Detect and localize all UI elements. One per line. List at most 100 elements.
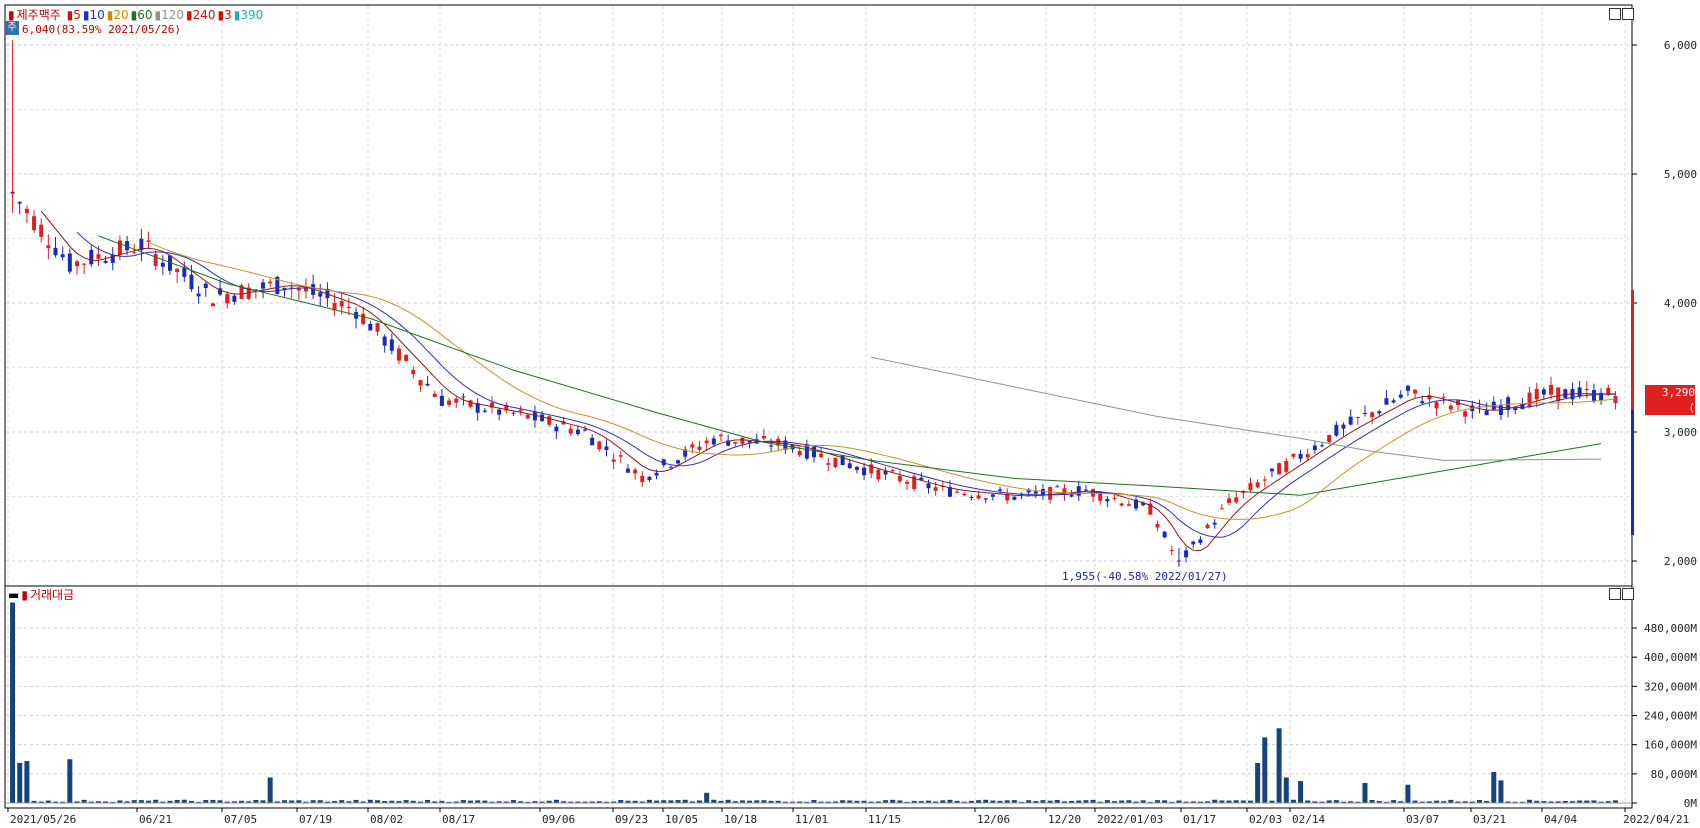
volume-bar <box>568 801 574 803</box>
candle-body <box>160 262 165 267</box>
volume-tick-label: 240,000M <box>1644 710 1697 723</box>
candle-body <box>1169 549 1174 551</box>
volume-bar <box>367 799 373 803</box>
candle-body <box>583 429 588 431</box>
volume-bar <box>532 801 538 803</box>
close-icon[interactable] <box>1622 8 1634 20</box>
volume-bar <box>432 801 438 803</box>
volume-bar <box>575 801 581 803</box>
volume-bar <box>797 801 803 803</box>
volume-bar <box>167 800 173 803</box>
candle-body <box>747 440 752 443</box>
candle-body <box>733 441 738 444</box>
candle-body <box>346 306 351 309</box>
volume-bar <box>618 800 624 803</box>
ma-legend-390: ▮390 <box>233 8 264 22</box>
volume-restore-icon[interactable] <box>1609 588 1621 600</box>
volume-bar <box>1541 801 1547 803</box>
candle-body <box>1134 499 1138 509</box>
candle-body <box>218 288 223 295</box>
volume-marker-icon: ▬ <box>8 588 20 602</box>
volume-bar <box>811 799 817 803</box>
candle-body <box>1055 486 1060 488</box>
volume-bar <box>1212 799 1218 803</box>
volume-close-icon[interactable] <box>1622 588 1634 600</box>
candle-body <box>1291 453 1296 457</box>
stock-type-icon[interactable]: 주 <box>5 21 19 35</box>
candle-body <box>425 383 430 386</box>
volume-bar <box>1219 800 1225 803</box>
x-tick-label: 07/19 <box>299 813 332 826</box>
candle-body <box>82 263 87 265</box>
x-tick-label: 2022/01/03 <box>1097 813 1163 826</box>
volume-bar <box>131 800 137 803</box>
volume-bar <box>446 801 452 803</box>
candle-body <box>998 489 1003 491</box>
candle-body <box>1541 389 1546 395</box>
volume-bar <box>1255 762 1261 803</box>
volume-bar <box>1190 801 1196 803</box>
volume-bar <box>861 800 867 803</box>
candle-body <box>139 238 144 251</box>
candle-body <box>1556 387 1561 402</box>
volume-bar <box>246 801 252 803</box>
volume-legend-marker-icon: ▮ <box>21 588 28 602</box>
restore-icon[interactable] <box>1609 8 1621 20</box>
volume-bar <box>1090 799 1096 803</box>
volume-bar <box>1412 800 1418 803</box>
candle-body <box>1083 489 1088 491</box>
candle-body <box>375 323 380 332</box>
candle-body <box>1191 541 1196 545</box>
volume-bar <box>925 800 931 803</box>
candle-body <box>547 416 552 425</box>
volume-bar <box>17 762 23 803</box>
volume-bar <box>110 801 116 803</box>
volume-bar <box>267 777 273 803</box>
volume-bar <box>1290 799 1296 803</box>
volume-bar <box>804 801 810 803</box>
volume-bar <box>1197 801 1203 803</box>
volume-bar <box>1341 801 1347 803</box>
candle-body <box>1327 434 1332 443</box>
candle-body <box>1549 384 1554 395</box>
candle-body <box>890 470 895 472</box>
volume-bar <box>417 801 423 803</box>
volume-bar <box>1448 799 1454 803</box>
max-price-note: 6,040(83.59% 2021/05/26) <box>22 23 181 36</box>
volume-tick-label: 480,000M <box>1644 622 1697 635</box>
candle-body <box>361 313 366 324</box>
volume-bar <box>918 801 924 803</box>
candle-body <box>697 446 702 450</box>
candle-body <box>776 438 781 446</box>
volume-bar <box>1119 800 1125 803</box>
candle-body <box>275 276 280 294</box>
volume-bar <box>81 799 87 803</box>
volume-bar <box>1133 801 1139 803</box>
volume-bar <box>553 799 559 803</box>
candle-body <box>1420 401 1425 404</box>
volume-bar <box>153 799 159 803</box>
candle-body <box>74 261 79 267</box>
candle-body <box>1391 400 1396 403</box>
volume-bar <box>1004 800 1010 803</box>
candle-body <box>625 468 630 473</box>
volume-bar <box>1097 801 1103 803</box>
candle-body <box>1305 454 1310 458</box>
x-tick-label: 09/06 <box>542 813 575 826</box>
candle-body <box>153 254 158 267</box>
volume-bar <box>1491 772 1497 803</box>
volume-bar <box>747 800 753 803</box>
volume-bar <box>589 801 595 803</box>
candle-body <box>1040 489 1045 496</box>
volume-bar <box>639 801 645 803</box>
ma-legend-3: ▮3 <box>217 8 232 22</box>
candle-body <box>1377 411 1382 414</box>
volume-bar <box>274 801 280 803</box>
volume-bar <box>990 800 996 803</box>
candle-body <box>1606 387 1611 396</box>
legend-symbol: 제주맥주 <box>16 8 61 22</box>
candle-body <box>561 421 566 425</box>
current-price: 3,290 <box>1661 386 1695 399</box>
candle-body <box>1048 487 1053 500</box>
volume-bar <box>1612 800 1618 803</box>
